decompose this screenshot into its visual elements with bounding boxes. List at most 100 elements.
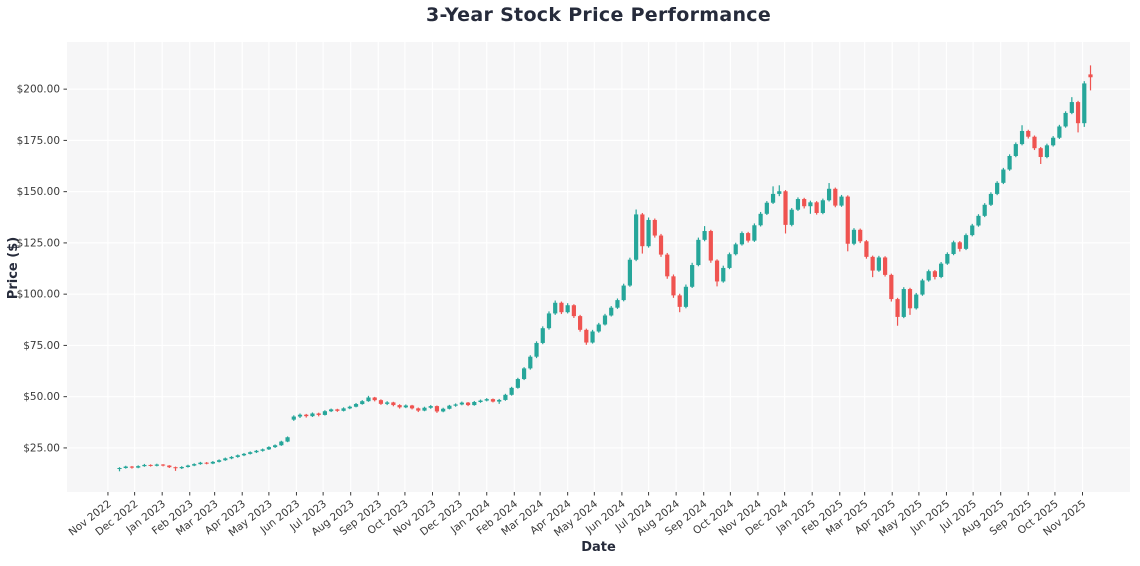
candle bbox=[957, 241, 962, 252]
candle bbox=[571, 304, 576, 318]
candle bbox=[926, 269, 931, 282]
candle bbox=[746, 231, 751, 243]
svg-text:$175.00: $175.00 bbox=[17, 135, 60, 147]
candle bbox=[553, 300, 558, 315]
svg-text:$125.00: $125.00 bbox=[17, 237, 60, 249]
candle bbox=[802, 197, 807, 209]
candle bbox=[733, 242, 738, 256]
candle bbox=[826, 183, 832, 202]
candle bbox=[509, 386, 514, 396]
candle bbox=[540, 326, 545, 345]
candle bbox=[901, 287, 906, 319]
candle bbox=[416, 407, 421, 413]
candle bbox=[353, 403, 359, 408]
candle bbox=[397, 404, 402, 409]
y-tick-labels: $25.00 $50.00 $75.00 $100.00 $125.00 $150.00 $… bbox=[17, 84, 60, 455]
chart-title: 3-Year Stock Price Performance bbox=[425, 4, 772, 26]
candle bbox=[976, 214, 981, 227]
candle bbox=[932, 269, 937, 280]
candle bbox=[223, 457, 228, 461]
candle bbox=[858, 228, 863, 244]
candle bbox=[907, 287, 913, 315]
candle bbox=[870, 255, 875, 278]
candle bbox=[702, 226, 707, 242]
candle bbox=[1088, 65, 1093, 91]
candle bbox=[945, 252, 950, 265]
candle bbox=[739, 231, 745, 246]
candle bbox=[820, 198, 825, 215]
candle bbox=[478, 399, 483, 403]
candle bbox=[434, 405, 440, 413]
x-axis-title: Date bbox=[581, 540, 616, 555]
candle bbox=[677, 293, 682, 313]
candle bbox=[409, 404, 415, 410]
candle bbox=[260, 448, 265, 452]
candle bbox=[497, 398, 502, 404]
candle bbox=[1026, 129, 1031, 139]
candle bbox=[210, 461, 215, 465]
candle bbox=[310, 412, 315, 417]
candle bbox=[297, 413, 303, 418]
candle bbox=[279, 440, 284, 446]
candle bbox=[360, 400, 365, 405]
candle bbox=[378, 399, 384, 405]
candle bbox=[658, 233, 664, 257]
candle bbox=[1075, 100, 1081, 133]
candle bbox=[615, 298, 620, 309]
candle bbox=[988, 192, 994, 207]
candle bbox=[1063, 111, 1068, 128]
candle bbox=[839, 194, 844, 207]
candle bbox=[335, 408, 340, 412]
candle bbox=[154, 463, 159, 467]
candle bbox=[1051, 136, 1056, 147]
candle bbox=[484, 398, 489, 402]
svg-text:$100.00: $100.00 bbox=[17, 289, 60, 301]
candle bbox=[646, 217, 651, 248]
candle bbox=[160, 464, 166, 467]
candle bbox=[590, 329, 595, 344]
candle bbox=[920, 278, 925, 296]
plot-background bbox=[67, 42, 1130, 492]
candle bbox=[465, 402, 471, 407]
candle bbox=[1069, 97, 1074, 115]
candle bbox=[939, 261, 944, 279]
svg-text:$150.00: $150.00 bbox=[17, 186, 60, 198]
candle bbox=[609, 306, 614, 317]
candle bbox=[347, 405, 352, 410]
candle bbox=[291, 415, 296, 421]
candle bbox=[422, 406, 427, 412]
candle bbox=[173, 466, 178, 471]
candle bbox=[546, 311, 552, 330]
candle bbox=[1038, 146, 1043, 164]
candle bbox=[198, 461, 203, 465]
candle bbox=[148, 464, 153, 467]
candle bbox=[814, 201, 819, 215]
candle bbox=[1082, 81, 1087, 127]
candle bbox=[123, 465, 128, 469]
candle bbox=[453, 403, 458, 407]
candle bbox=[634, 209, 639, 262]
candle bbox=[627, 257, 633, 287]
svg-text:$50.00: $50.00 bbox=[23, 391, 60, 403]
candle bbox=[640, 212, 645, 254]
candle bbox=[229, 456, 234, 460]
candle bbox=[721, 265, 726, 283]
candle bbox=[845, 195, 850, 252]
candle bbox=[783, 190, 788, 234]
gridlines bbox=[67, 42, 1130, 492]
candle bbox=[241, 453, 247, 457]
candle bbox=[995, 181, 1000, 196]
candle bbox=[266, 446, 271, 450]
candle bbox=[764, 201, 769, 216]
candle bbox=[490, 398, 496, 403]
candle bbox=[447, 404, 452, 410]
candle bbox=[204, 462, 209, 465]
candle bbox=[951, 240, 956, 256]
candle bbox=[621, 283, 626, 302]
candle bbox=[789, 208, 794, 227]
candle bbox=[795, 197, 801, 211]
candle bbox=[578, 314, 583, 332]
candle bbox=[1013, 142, 1018, 158]
candle bbox=[372, 396, 377, 402]
svg-text:$25.00: $25.00 bbox=[23, 442, 60, 454]
